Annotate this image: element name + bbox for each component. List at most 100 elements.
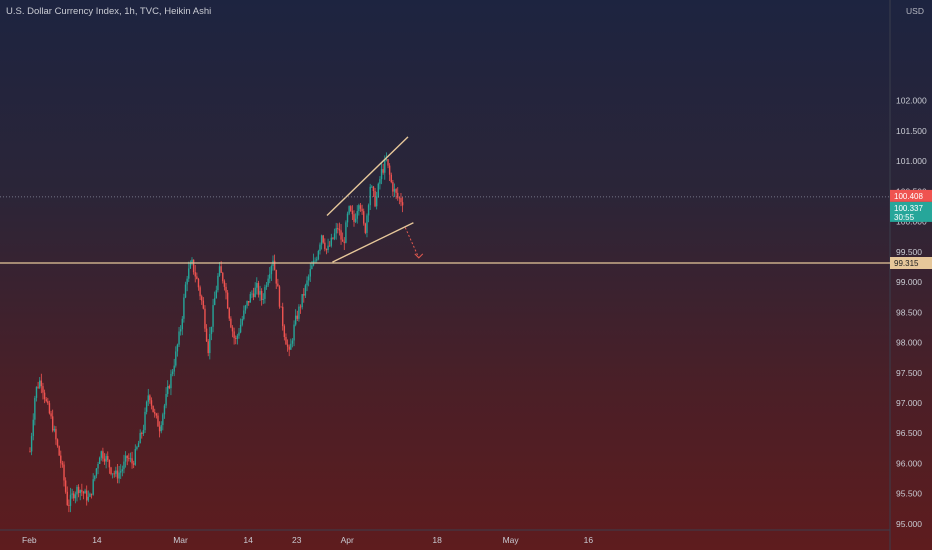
candle-body: [87, 496, 90, 501]
candle-body: [150, 400, 153, 406]
candle-body: [348, 206, 350, 214]
channel-upper-line: [326, 136, 409, 217]
candle-body: [81, 490, 83, 492]
candle-body: [50, 413, 52, 417]
candle-body: [220, 266, 222, 273]
candle-body: [108, 459, 111, 468]
candle-body: [103, 458, 106, 462]
candle-body: [201, 296, 203, 301]
candle-body: [51, 416, 54, 431]
level-price-tag: [890, 256, 932, 269]
candle-body: [197, 278, 200, 288]
candle-body: [79, 490, 81, 494]
y-tick-label: 99.500: [896, 247, 922, 257]
y-tick-label: 97.500: [896, 368, 922, 378]
candle-body: [358, 205, 360, 212]
candle-body: [375, 196, 378, 207]
candle-body: [131, 458, 133, 464]
candle-body: [364, 223, 367, 233]
candle-body: [303, 294, 305, 296]
candle-body: [105, 456, 107, 462]
projection-arrow-line: [404, 227, 420, 259]
candle-body: [246, 301, 248, 306]
candle-body: [257, 283, 260, 295]
candle-body: [202, 300, 205, 309]
candle-body: [275, 269, 277, 284]
y-tick-label: 95.000: [896, 519, 922, 529]
candle-body: [189, 263, 192, 269]
candle-body: [74, 494, 77, 499]
candle-body: [356, 211, 358, 219]
candle-body: [48, 403, 51, 414]
candle-body: [113, 473, 115, 475]
candle-body: [335, 228, 337, 234]
candle-body: [115, 470, 117, 474]
candle-body: [282, 306, 284, 327]
candle-body: [371, 186, 373, 188]
candle-body: [132, 463, 135, 465]
candle-body: [286, 344, 289, 347]
candle-body: [350, 206, 352, 212]
y-tick-label: 96.000: [896, 458, 922, 468]
candle-body: [259, 290, 261, 295]
candle-body: [361, 208, 363, 212]
candle-body: [273, 260, 276, 270]
candle-body: [147, 395, 149, 402]
y-tick-label: 101.000: [896, 156, 927, 166]
candle-body: [69, 494, 72, 506]
candle-body: [317, 250, 320, 260]
candle-body: [319, 244, 321, 251]
candle-body: [160, 425, 162, 432]
candle-body: [86, 490, 88, 501]
candle-body: [149, 395, 151, 401]
candle-body: [210, 326, 213, 335]
candle-body: [175, 351, 177, 366]
candle-body: [379, 179, 381, 184]
candle-body: [382, 169, 384, 173]
candle-body: [39, 380, 41, 388]
candle-body: [184, 284, 187, 298]
candle-body: [251, 293, 253, 295]
candle-body: [181, 318, 183, 330]
candle-body: [359, 205, 362, 209]
currency-label: USD: [906, 6, 924, 16]
candle-body: [47, 401, 49, 404]
candle-body: [218, 266, 221, 276]
candle-body: [369, 186, 371, 206]
candle-body: [144, 411, 146, 431]
candle-body: [338, 229, 341, 231]
candle-body: [223, 281, 226, 287]
candle-body: [34, 397, 36, 420]
candle-body: [145, 401, 148, 412]
candle-body: [94, 475, 96, 480]
candle-body: [45, 399, 47, 402]
candle-body: [155, 413, 158, 416]
candle-body: [366, 215, 368, 233]
y-tick-label: 101.500: [896, 126, 927, 136]
candle-body: [269, 274, 271, 279]
countdown-label: 30:55: [894, 213, 915, 222]
candle-body: [398, 197, 401, 199]
candle-body: [337, 228, 339, 230]
candle-body: [124, 455, 127, 462]
x-tick-label: 23: [292, 535, 302, 545]
candle-body: [63, 464, 65, 481]
x-tick-label: 16: [584, 535, 594, 545]
candle-body: [123, 461, 125, 470]
candle-body: [294, 315, 297, 325]
candle-body: [209, 334, 211, 354]
candle-body: [374, 191, 376, 207]
candle-body: [395, 189, 397, 193]
candle-body: [186, 278, 188, 285]
y-tick-label: 97.000: [896, 398, 922, 408]
x-tick-label: 18: [432, 535, 442, 545]
candle-body: [64, 480, 67, 492]
candle-body: [68, 505, 70, 506]
candle-body: [293, 324, 295, 341]
live-price-label: 100.337: [894, 204, 923, 213]
candle-body: [265, 285, 268, 288]
candle-body: [320, 235, 323, 245]
candle-body: [325, 248, 328, 250]
